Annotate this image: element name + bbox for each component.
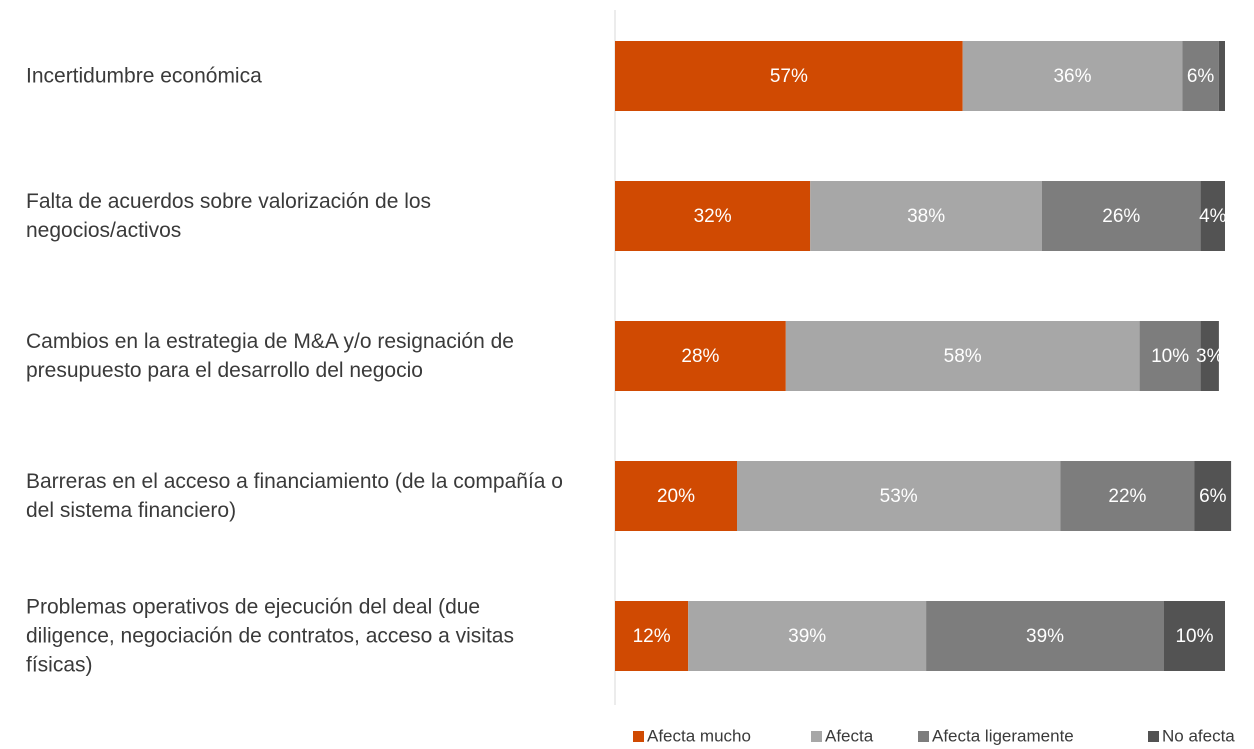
data-label: 3%	[1196, 346, 1224, 367]
bar-segment	[1060, 461, 1195, 531]
data-label: 22%	[1108, 486, 1146, 507]
bar-segment	[615, 601, 689, 671]
legend-label: Afecta	[825, 726, 874, 745]
bar-segment	[688, 601, 927, 671]
bar-segment	[615, 41, 963, 111]
data-label: 12%	[633, 626, 671, 647]
category-label: Incertidumbre económica	[26, 64, 262, 88]
data-label: 36%	[1053, 66, 1091, 87]
legend-label: No afecta	[1162, 726, 1235, 745]
data-label: 10%	[1175, 626, 1213, 647]
legend-swatch	[1148, 731, 1159, 742]
bar-segment	[737, 461, 1061, 531]
bar-segment	[615, 321, 786, 391]
data-label: 6%	[1187, 66, 1215, 87]
data-label: 32%	[694, 206, 732, 227]
data-label: 20%	[657, 486, 695, 507]
bar-segment	[926, 601, 1164, 671]
data-label: 53%	[880, 486, 918, 507]
bar-segment	[1139, 321, 1201, 391]
data-label: 28%	[681, 346, 719, 367]
data-label: 38%	[907, 206, 945, 227]
data-label: 39%	[788, 626, 826, 647]
bar-segment	[1164, 601, 1225, 671]
bar-segment	[1200, 181, 1225, 251]
category-label: Cambios en la estrategia de M&A y/o resi…	[26, 330, 514, 382]
legend-swatch	[633, 731, 644, 742]
data-label: 57%	[770, 66, 808, 87]
bar-segment	[615, 181, 811, 251]
legend-swatch	[811, 731, 822, 742]
data-label: 4%	[1199, 206, 1227, 227]
data-label: 39%	[1026, 626, 1064, 647]
category-label: Problemas operativos de ejecución del de…	[26, 595, 514, 677]
category-label: Falta de acuerdos sobre valorización de …	[26, 190, 432, 242]
bar-segment	[1194, 461, 1232, 531]
data-label: 58%	[944, 346, 982, 367]
bar-segment	[810, 181, 1042, 251]
bar-segment	[1200, 321, 1219, 391]
bar-segment	[1042, 181, 1201, 251]
legend-swatch	[918, 731, 929, 742]
bar-segment	[785, 321, 1140, 391]
data-label: 10%	[1151, 346, 1189, 367]
bar-segment	[1218, 41, 1225, 111]
data-label: 26%	[1102, 206, 1140, 227]
legend-label: Afecta mucho	[647, 726, 751, 745]
bar-segment	[615, 461, 737, 531]
legend-label: Afecta ligeramente	[932, 726, 1074, 745]
bar-segment	[1182, 41, 1219, 111]
category-label: Barreras en el acceso a financiamiento (…	[26, 470, 563, 522]
bar-segment	[962, 41, 1183, 111]
data-label: 6%	[1199, 486, 1227, 507]
